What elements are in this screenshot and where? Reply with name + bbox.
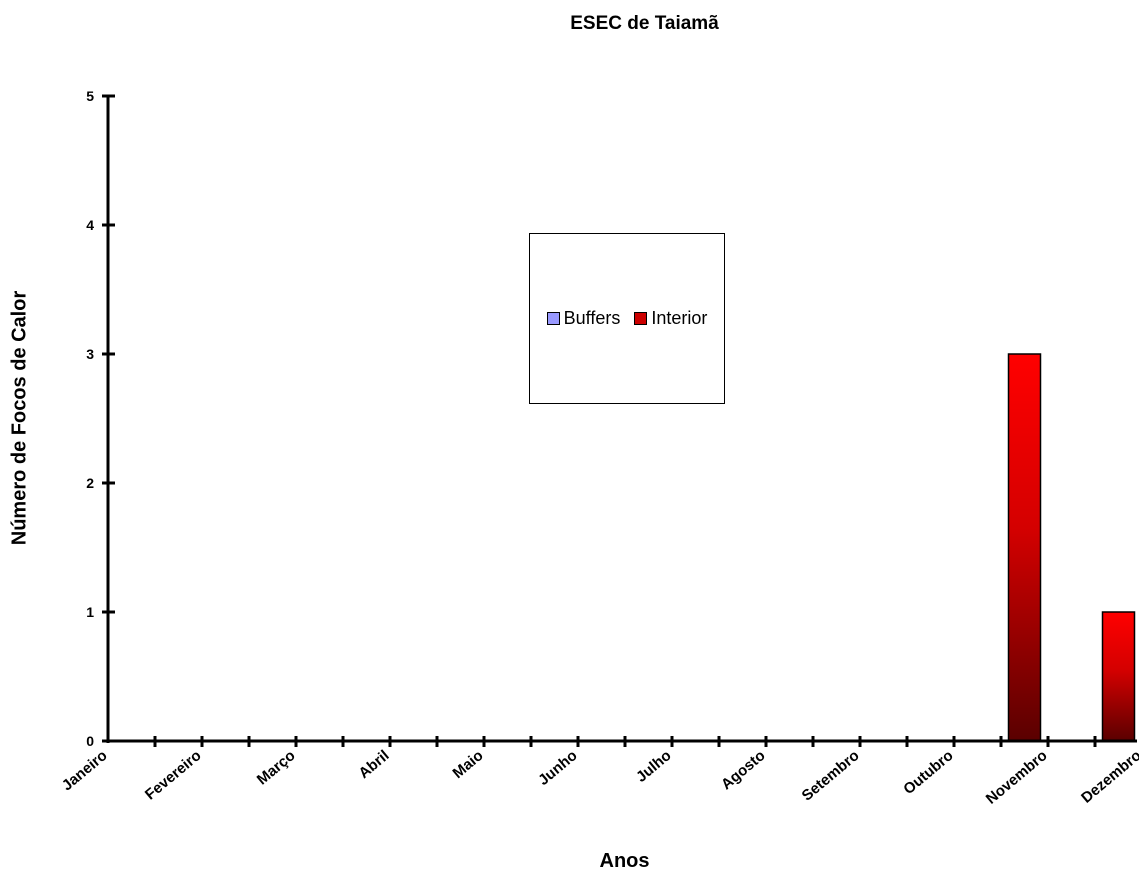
y-tick-label: 5 [86,88,94,104]
legend: Buffers Interior [529,233,725,404]
x-tick-label: Novembro [983,747,1051,808]
x-tick-label: Março [254,747,299,788]
x-tick-label: Setembro [799,747,863,804]
legend-label-interior: Interior [651,308,708,328]
x-axis-label: Anos [599,850,650,872]
legend-item-buffers: Buffers [546,308,621,329]
x-tick-label: Dezembro [1078,747,1139,807]
x-tick-label: Agosto [718,747,769,793]
y-tick-label: 3 [86,346,94,362]
y-tick-label: 2 [86,475,94,491]
y-tick-label: 1 [86,604,94,620]
legend-item-interior: Interior [634,308,707,329]
legend-swatch-buffers [546,312,560,325]
chart-title: ESEC de Taiamã [570,13,719,34]
y-tick-label: 0 [86,733,94,749]
x-tick-label: Outubro [900,747,956,798]
x-tick-label: Maio [449,747,486,782]
y-tick-label: 4 [86,217,94,233]
x-tick-label: Janeiro [59,747,111,794]
bar-interior-novembro [1101,611,1136,742]
x-tick-label: Abril [355,747,392,782]
legend-swatch-interior [634,312,648,325]
legend-label-buffers: Buffers [563,308,621,328]
x-tick-label: Junho [535,747,580,789]
x-tick-label: Julho [633,747,675,786]
bar-interior-outubro [1007,353,1042,742]
x-tick-label: Fevereiro [142,747,205,803]
